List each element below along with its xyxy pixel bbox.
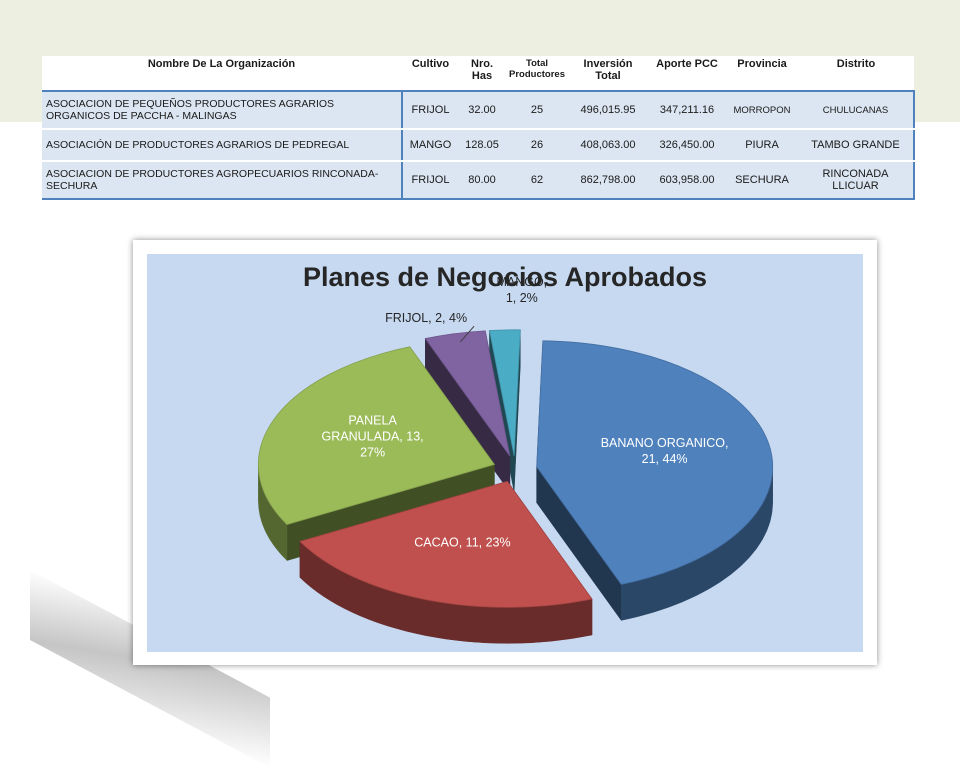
chart-title: Planes de Negocios Aprobados	[302, 262, 708, 292]
cell-productores: 62	[506, 161, 568, 200]
cell-cultivo: FRIJOL	[401, 91, 458, 130]
table-row: ASOCIACIÓN DE PRODUCTORES AGRARIOS DE PE…	[42, 129, 915, 162]
cell-aporte: 603,958.00	[648, 161, 726, 200]
header-provincia: Provincia	[726, 56, 798, 92]
header-distrito: Distrito	[798, 56, 914, 92]
header-aporte: Aporte PCC	[648, 56, 726, 92]
cell-cultivo: FRIJOL	[401, 161, 458, 200]
header-inversion: Inversión Total	[568, 56, 648, 92]
cell-has: 80.00	[458, 161, 506, 200]
pie-slice-label: BANANO ORGANICO, 21, 44%	[601, 436, 729, 466]
cell-provincia: MORROPON	[726, 91, 798, 130]
chart-frame: Planes de Negocios Aprobados BANANO ORGA…	[133, 240, 877, 665]
cell-name: ASOCIACIÓN DE PRODUCTORES AGRARIOS DE PE…	[42, 129, 402, 162]
cell-distrito: CHULUCANAS	[798, 91, 915, 130]
cell-inversion: 862,798.00	[568, 161, 648, 200]
pie-slice-panela-granulada	[258, 346, 496, 526]
header-cultivo: Cultivo	[402, 56, 458, 92]
pie-slice-mango	[488, 329, 521, 456]
cell-provincia: PIURA	[726, 129, 798, 162]
cell-distrito: TAMBO GRANDE	[798, 129, 915, 162]
cell-productores: 26	[506, 129, 568, 162]
cell-aporte: 326,450.00	[648, 129, 726, 162]
pie-slice-label: CACAO, 11, 23%	[414, 535, 510, 549]
cell-inversion: 496,015.95	[568, 91, 648, 130]
header-name: Nombre De La Organización	[42, 56, 402, 92]
pie-labels: BANANO ORGANICO, 21, 44% CACAO, 11, 23% PAN…	[322, 275, 729, 550]
cell-inversion: 408,063.00	[568, 129, 648, 162]
cell-aporte: 347,211.16	[648, 91, 726, 130]
table-header-row: Nombre De La Organización Cultivo Nro. H…	[42, 56, 914, 92]
pie-slice-label: PANELA GRANULADA, 13, 27%	[322, 413, 424, 459]
pie-slice-frijol	[424, 330, 511, 457]
cell-name: ASOCIACION DE PRODUCTORES AGROPECUARIOS …	[42, 161, 402, 200]
table-row: ASOCIACION DE PRODUCTORES AGROPECUARIOS …	[42, 161, 915, 200]
cell-provincia: SECHURA	[726, 161, 798, 200]
cell-has: 32.00	[458, 91, 506, 130]
cell-distrito: RINCONADA LLICUAR	[798, 161, 915, 200]
cell-has: 128.05	[458, 129, 506, 162]
label-leader-line	[459, 325, 475, 343]
organizations-table: Nombre De La Organización Cultivo Nro. H…	[42, 56, 915, 200]
header-productores: Total Productores	[506, 56, 568, 92]
chart-plot-area: Planes de Negocios Aprobados BANANO ORGA…	[147, 254, 863, 652]
pie-slice-cacao	[299, 480, 593, 608]
organizations-table-container: Nombre De La Organización Cultivo Nro. H…	[42, 56, 915, 200]
cell-productores: 25	[506, 91, 568, 130]
pie-slice-label: FRIJOL, 2, 4%	[385, 311, 467, 325]
pie-slice-banano-organico	[536, 340, 774, 585]
table-row: ASOCIACION DE PEQUEÑOS PRODUCTORES AGRAR…	[42, 91, 915, 130]
pie-slice-label: MANGO, 1, 2%	[496, 275, 547, 305]
pie-tops	[258, 329, 774, 608]
header-has: Nro. Has	[458, 56, 506, 92]
pie-chart: BANANO ORGANICO, 21, 44% CACAO, 11, 23% PAN…	[258, 275, 774, 644]
cell-name: ASOCIACION DE PEQUEÑOS PRODUCTORES AGRAR…	[42, 91, 402, 130]
cell-cultivo: MANGO	[401, 129, 458, 162]
